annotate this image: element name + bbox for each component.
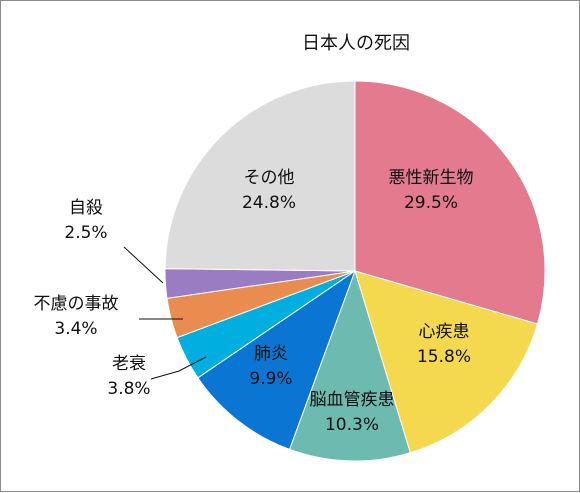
leader-line: [150, 356, 207, 380]
slice-value-label: 24.8%: [242, 193, 296, 213]
slice-name-label: 悪性新生物: [389, 168, 474, 188]
slice-name-label: 老衰: [112, 354, 146, 374]
slice-value-label: 10.3%: [325, 415, 379, 435]
slice-name-label: 不慮の事故: [34, 294, 119, 314]
slice-name-label: 脳血管疾患: [310, 390, 395, 410]
slice-value-label: 3.4%: [54, 319, 97, 339]
slice-name-label: 心疾患: [419, 322, 470, 342]
pie-slice: [288, 269, 411, 462]
slice-value-label: 29.5%: [404, 193, 458, 213]
slice-labels: 悪性新生物 29.5% 心疾患 15.8% 脳血管疾患 10.3% 肺炎 9.9% 老衰 3.8%…: [34, 168, 474, 435]
slice-value-label: 3.8%: [107, 379, 150, 399]
slice-name-label: 肺炎: [254, 344, 288, 364]
pie-slice: [354, 80, 546, 325]
slice-value-label: 15.8%: [417, 347, 471, 367]
slice-value-label: 9.9%: [249, 369, 292, 389]
pie-slices: [164, 80, 546, 462]
leader-lines: [123, 246, 207, 380]
slice-value-label: 2.5%: [64, 223, 107, 243]
slice-name-label: 自殺: [69, 198, 103, 218]
pie-slice: [197, 269, 357, 451]
slice-name-label: その他: [244, 168, 295, 188]
pie-slice: [354, 270, 539, 454]
leader-line: [123, 246, 164, 284]
pie-slice: [164, 80, 356, 272]
chart-title: 日本人の死因: [302, 33, 410, 54]
